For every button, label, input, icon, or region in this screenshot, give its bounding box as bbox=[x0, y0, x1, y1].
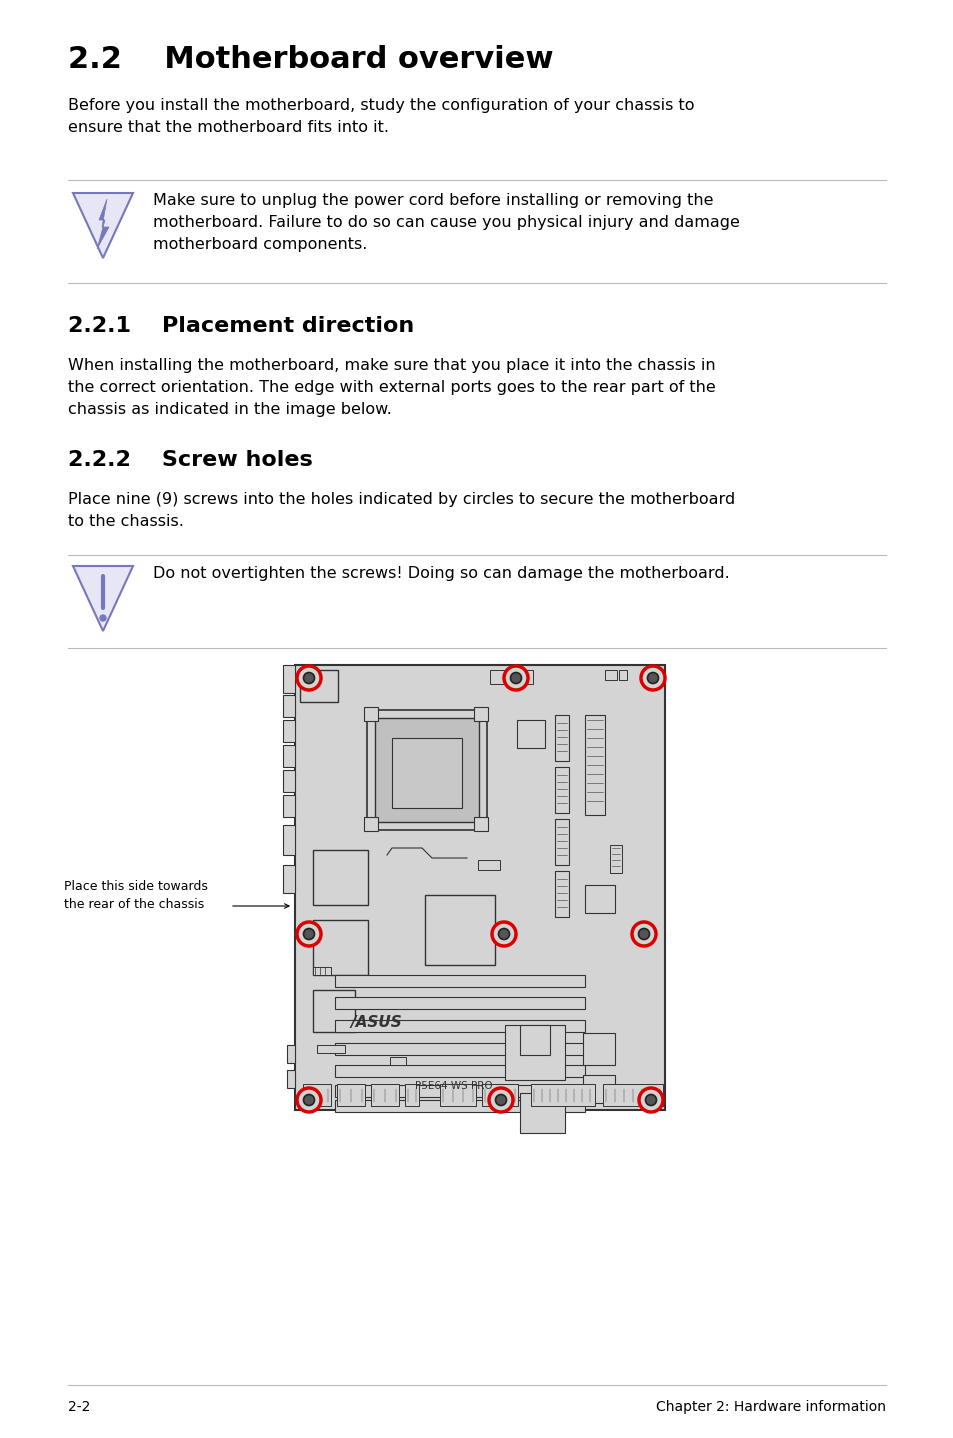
Circle shape bbox=[498, 929, 509, 939]
Text: Chapter 2: Hardware information: Chapter 2: Hardware information bbox=[656, 1401, 885, 1414]
FancyBboxPatch shape bbox=[283, 745, 294, 766]
FancyBboxPatch shape bbox=[313, 989, 355, 1032]
Circle shape bbox=[495, 1094, 506, 1106]
FancyBboxPatch shape bbox=[367, 710, 486, 830]
Polygon shape bbox=[97, 198, 109, 249]
FancyBboxPatch shape bbox=[336, 1084, 365, 1106]
Text: Place nine (9) screws into the holes indicated by circles to secure the motherbo: Place nine (9) screws into the holes ind… bbox=[68, 492, 735, 529]
Text: Make sure to unplug the power cord before installing or removing the
motherboard: Make sure to unplug the power cord befor… bbox=[152, 193, 740, 253]
FancyBboxPatch shape bbox=[303, 1084, 331, 1106]
Circle shape bbox=[640, 666, 664, 690]
Circle shape bbox=[639, 1089, 662, 1112]
FancyBboxPatch shape bbox=[602, 1084, 662, 1106]
FancyBboxPatch shape bbox=[335, 1043, 584, 1055]
FancyBboxPatch shape bbox=[474, 707, 488, 720]
FancyBboxPatch shape bbox=[299, 670, 337, 702]
FancyBboxPatch shape bbox=[519, 1093, 564, 1133]
Text: 2.2    Motherboard overview: 2.2 Motherboard overview bbox=[68, 45, 553, 73]
FancyBboxPatch shape bbox=[335, 1100, 584, 1112]
FancyBboxPatch shape bbox=[364, 707, 377, 720]
FancyBboxPatch shape bbox=[287, 1045, 294, 1063]
FancyBboxPatch shape bbox=[604, 670, 617, 680]
FancyBboxPatch shape bbox=[531, 1084, 595, 1106]
FancyBboxPatch shape bbox=[283, 825, 294, 856]
FancyBboxPatch shape bbox=[490, 670, 512, 684]
FancyBboxPatch shape bbox=[555, 715, 568, 761]
Text: Before you install the motherboard, study the configuration of your chassis to
e: Before you install the motherboard, stud… bbox=[68, 98, 694, 135]
Circle shape bbox=[296, 922, 320, 946]
Circle shape bbox=[303, 1094, 314, 1106]
FancyBboxPatch shape bbox=[335, 975, 584, 986]
FancyBboxPatch shape bbox=[474, 817, 488, 831]
FancyBboxPatch shape bbox=[283, 664, 294, 693]
FancyBboxPatch shape bbox=[519, 1025, 550, 1055]
FancyBboxPatch shape bbox=[555, 766, 568, 812]
FancyBboxPatch shape bbox=[283, 695, 294, 718]
FancyBboxPatch shape bbox=[335, 997, 584, 1009]
FancyBboxPatch shape bbox=[313, 920, 368, 975]
Circle shape bbox=[631, 922, 656, 946]
FancyBboxPatch shape bbox=[477, 860, 499, 870]
FancyBboxPatch shape bbox=[582, 1076, 615, 1103]
FancyBboxPatch shape bbox=[517, 720, 544, 748]
FancyBboxPatch shape bbox=[392, 738, 461, 808]
Text: P5E64 WS PRO: P5E64 WS PRO bbox=[415, 1081, 492, 1091]
Text: When installing the motherboard, make sure that you place it into the chassis in: When installing the motherboard, make su… bbox=[68, 358, 715, 417]
FancyBboxPatch shape bbox=[371, 1084, 398, 1106]
FancyBboxPatch shape bbox=[294, 664, 664, 1110]
Text: 2.2.2    Screw holes: 2.2.2 Screw holes bbox=[68, 450, 313, 470]
FancyBboxPatch shape bbox=[439, 1084, 476, 1106]
FancyBboxPatch shape bbox=[313, 850, 368, 905]
Circle shape bbox=[489, 1089, 513, 1112]
Circle shape bbox=[303, 673, 314, 683]
Polygon shape bbox=[73, 193, 132, 257]
Circle shape bbox=[510, 673, 521, 683]
Text: /ASUS: /ASUS bbox=[350, 1015, 401, 1030]
FancyBboxPatch shape bbox=[335, 1066, 584, 1077]
FancyBboxPatch shape bbox=[517, 670, 533, 684]
Circle shape bbox=[503, 666, 527, 690]
FancyBboxPatch shape bbox=[618, 670, 626, 680]
FancyBboxPatch shape bbox=[313, 966, 331, 975]
FancyBboxPatch shape bbox=[335, 1086, 584, 1097]
FancyBboxPatch shape bbox=[283, 769, 294, 792]
FancyBboxPatch shape bbox=[584, 715, 604, 815]
FancyBboxPatch shape bbox=[335, 1020, 584, 1032]
Circle shape bbox=[647, 673, 658, 683]
Circle shape bbox=[100, 615, 106, 621]
Polygon shape bbox=[73, 567, 132, 631]
FancyBboxPatch shape bbox=[424, 894, 495, 965]
Circle shape bbox=[296, 1089, 320, 1112]
Circle shape bbox=[638, 929, 649, 939]
FancyBboxPatch shape bbox=[287, 1070, 294, 1089]
Text: Place this side towards
the rear of the chassis: Place this side towards the rear of the … bbox=[64, 880, 208, 912]
FancyBboxPatch shape bbox=[283, 795, 294, 817]
Circle shape bbox=[303, 929, 314, 939]
FancyBboxPatch shape bbox=[283, 720, 294, 742]
FancyBboxPatch shape bbox=[555, 871, 568, 917]
FancyBboxPatch shape bbox=[405, 1084, 418, 1106]
FancyBboxPatch shape bbox=[555, 820, 568, 866]
FancyBboxPatch shape bbox=[316, 1045, 345, 1053]
FancyBboxPatch shape bbox=[364, 817, 377, 831]
FancyBboxPatch shape bbox=[584, 884, 615, 913]
FancyBboxPatch shape bbox=[481, 1084, 517, 1106]
FancyBboxPatch shape bbox=[504, 1025, 564, 1080]
Text: 2.2.1    Placement direction: 2.2.1 Placement direction bbox=[68, 316, 414, 336]
FancyBboxPatch shape bbox=[283, 866, 294, 893]
Text: 2-2: 2-2 bbox=[68, 1401, 91, 1414]
Circle shape bbox=[296, 666, 320, 690]
FancyBboxPatch shape bbox=[390, 1057, 406, 1066]
FancyBboxPatch shape bbox=[375, 718, 478, 823]
Circle shape bbox=[492, 922, 516, 946]
Circle shape bbox=[645, 1094, 656, 1106]
Text: Do not overtighten the screws! Doing so can damage the motherboard.: Do not overtighten the screws! Doing so … bbox=[152, 567, 729, 581]
FancyBboxPatch shape bbox=[582, 1032, 615, 1066]
Ellipse shape bbox=[446, 1054, 483, 1086]
FancyBboxPatch shape bbox=[609, 846, 621, 873]
